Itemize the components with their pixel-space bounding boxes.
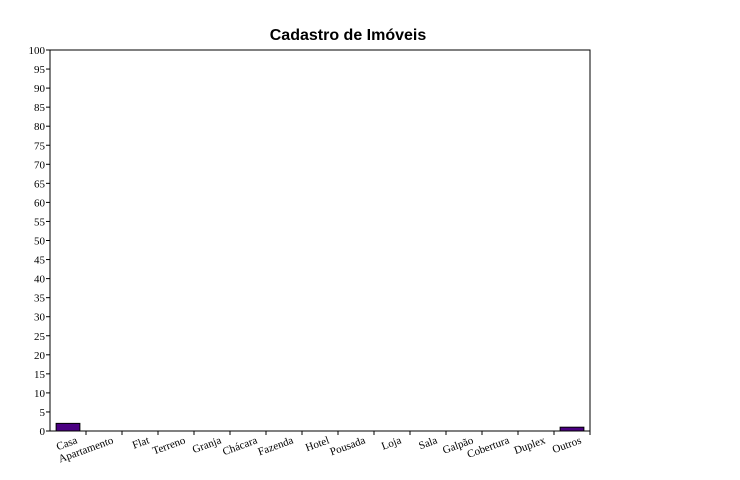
plot-border: [49, 49, 591, 432]
y-tick-label: 10: [34, 388, 46, 400]
x-tick-label: Duplex: [512, 434, 547, 457]
y-tick-label: 40: [34, 274, 46, 286]
y-tick-label: 25: [34, 331, 46, 343]
x-tick-label: Fazenda: [256, 435, 295, 459]
y-tick-label: 5: [40, 407, 46, 419]
y-tick-label: 20: [34, 350, 46, 362]
x-tick-label: Hotel: [304, 435, 331, 455]
x-tick-label: Chácara: [221, 435, 259, 459]
y-tick-label: 45: [34, 255, 46, 267]
y-tick-label: 80: [34, 121, 46, 133]
y-tick-label: 55: [34, 216, 46, 228]
y-axis: 0 5 10 15 20 25 30 35 40 45 50 55 60 65 70 75 80 85 90 95 10…: [29, 45, 50, 438]
x-tick-label: Loja: [380, 435, 403, 453]
x-tick-label: Flat: [131, 435, 151, 452]
chart-title: Cadastro de Imóveis: [270, 27, 427, 44]
bar-casa: [55, 422, 81, 432]
y-tick-label: 95: [34, 64, 46, 76]
y-tick-label: 75: [34, 140, 46, 152]
plot-frame: [49, 49, 591, 432]
x-tick-label: Granja: [191, 435, 223, 457]
bars: [55, 422, 585, 432]
x-tick-label: Terreno: [151, 434, 188, 457]
y-tick-label: 50: [34, 236, 46, 248]
x-tick-label: Pousada: [328, 435, 367, 459]
y-tick-label: 30: [34, 312, 46, 324]
y-tick-label: 90: [34, 83, 46, 95]
x-tick-label: Cobertura: [466, 435, 512, 461]
y-tick-label: 35: [34, 293, 46, 305]
y-tick-label: 65: [34, 178, 46, 190]
y-tick-label: 0: [40, 426, 46, 438]
y-tick-label: 15: [34, 369, 46, 381]
y-tick-label: 100: [29, 45, 46, 57]
bar-outros: [559, 426, 585, 432]
x-tick-label: Sala: [417, 435, 439, 453]
x-tick-label: Outros: [551, 435, 583, 457]
y-tick-label: 60: [34, 197, 46, 209]
y-tick-label: 85: [34, 102, 46, 114]
y-tick-label: 70: [34, 159, 46, 171]
